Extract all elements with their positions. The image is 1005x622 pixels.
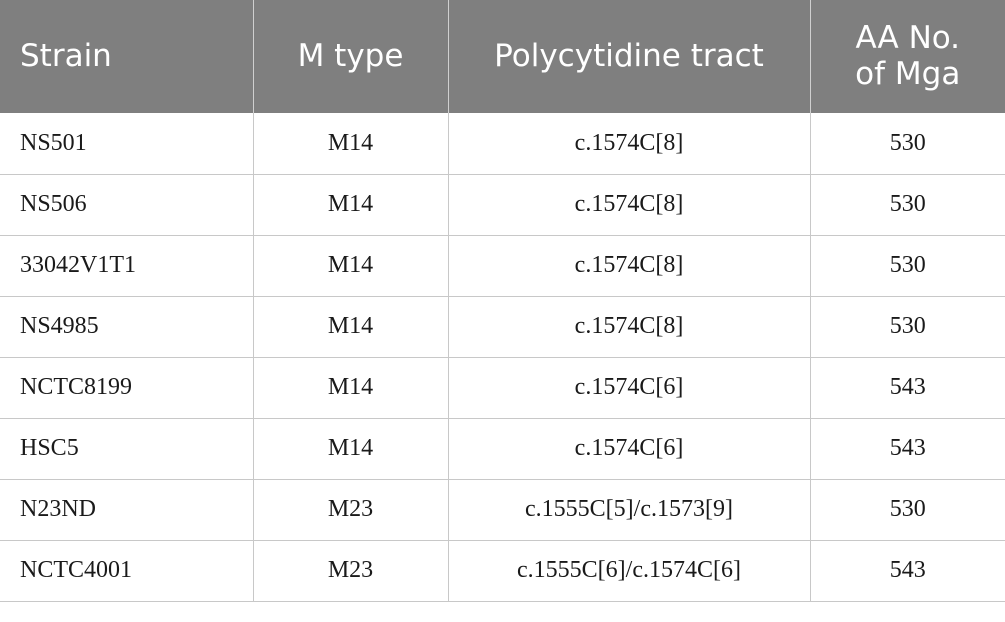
table-row: NCTC8199 M14 c.1574C[6] 543: [0, 357, 1005, 419]
table-header: Strain M type Polycytidine tract AA No. of …: [0, 0, 1005, 113]
table-cell: NS506: [0, 174, 253, 236]
table-row: NS4985 M14 c.1574C[8] 530: [0, 296, 1005, 358]
table-cell: M23: [252, 479, 448, 541]
table-cell: 33042V1T1: [0, 235, 253, 297]
table-cell: 543: [809, 540, 1005, 602]
table-cell: NCTC4001: [0, 540, 253, 602]
table-cell: 530: [809, 174, 1005, 236]
table-cell: NS4985: [0, 296, 253, 358]
header-row: Strain M type Polycytidine tract AA No. of …: [0, 0, 1005, 113]
table-cell: 530: [809, 235, 1005, 297]
table-row: HSC5 M14 c.1574C[6] 543: [0, 418, 1005, 480]
table-cell: HSC5: [0, 418, 253, 480]
table-cell: 543: [809, 357, 1005, 419]
table-cell: M14: [252, 174, 448, 236]
header-cell: Strain: [0, 0, 253, 113]
table-cell: c.1555C[6]/c.1574C[6]: [447, 540, 810, 602]
header-cell: AA No. of Mga: [809, 0, 1005, 113]
table-cell: c.1574C[6]: [447, 357, 810, 419]
table-cell: M14: [252, 418, 448, 480]
header-cell: Polycytidine tract: [447, 0, 810, 113]
header-text: AA No. of Mga: [855, 19, 961, 92]
table-row: NS506 M14 c.1574C[8] 530: [0, 174, 1005, 236]
table-cell: N23ND: [0, 479, 253, 541]
table-cell: 543: [809, 418, 1005, 480]
table-row: NCTC4001 M23 c.1555C[6]/c.1574C[6] 543: [0, 540, 1005, 602]
table-cell: M14: [252, 113, 448, 175]
header-cell: M type: [252, 0, 448, 113]
table-cell: M14: [252, 296, 448, 358]
table-cell: c.1574C[8]: [447, 296, 810, 358]
header-text: Polycytidine tract: [494, 37, 764, 74]
table-cell: 530: [809, 113, 1005, 175]
table-row: 33042V1T1 M14 c.1574C[8] 530: [0, 235, 1005, 297]
table-cell: M14: [252, 235, 448, 297]
table-body: NS501 M14 c.1574C[8] 530 NS506 M14 c.1574C[8] 5…: [0, 113, 1005, 602]
table-cell: 530: [809, 296, 1005, 358]
table-row: NS501 M14 c.1574C[8] 530: [0, 113, 1005, 175]
table-cell: c.1574C[8]: [447, 174, 810, 236]
table-cell: c.1574C[6]: [447, 418, 810, 480]
table-cell: NS501: [0, 113, 253, 175]
header-text: Strain: [20, 37, 112, 74]
table-cell: c.1574C[8]: [447, 113, 810, 175]
data-table: Strain M type Polycytidine tract AA No. of …: [0, 0, 1005, 602]
table-cell: M23: [252, 540, 448, 602]
header-text: M type: [297, 37, 404, 74]
table-cell: NCTC8199: [0, 357, 253, 419]
table-cell: 530: [809, 479, 1005, 541]
table-row: N23ND M23 c.1555C[5]/c.1573[9] 530: [0, 479, 1005, 541]
table-cell: c.1574C[8]: [447, 235, 810, 297]
table-cell: c.1555C[5]/c.1573[9]: [447, 479, 810, 541]
table-cell: M14: [252, 357, 448, 419]
